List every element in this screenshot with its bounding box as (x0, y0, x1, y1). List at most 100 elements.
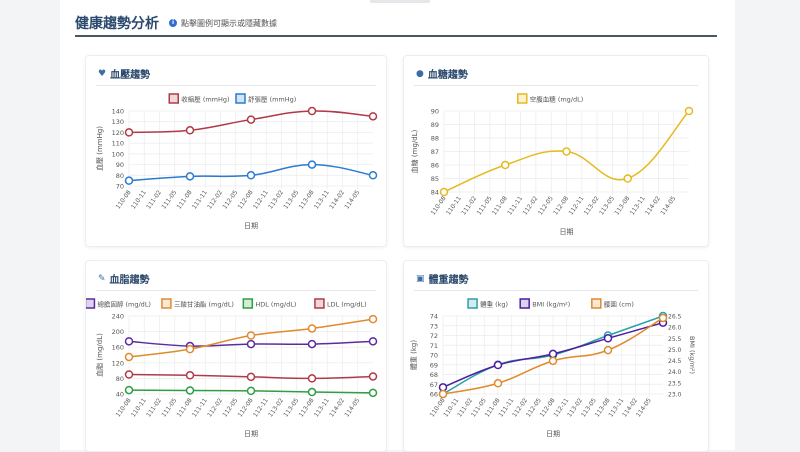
y-tick-label: 120 (112, 359, 124, 367)
legend-swatch (517, 93, 528, 104)
top-tab-indicator (370, 0, 430, 3)
header-divider (75, 35, 717, 37)
data-point (124, 128, 134, 137)
data-point (246, 339, 256, 349)
page-title: 健康趨勢分析 (75, 16, 159, 32)
legend-swatch (519, 298, 530, 309)
data-point (439, 187, 449, 197)
x-tick-label: 114-05 (343, 397, 361, 419)
data-point (124, 337, 134, 346)
data-point (368, 112, 378, 121)
y-tick-label: 240 (112, 313, 124, 321)
data-point (368, 388, 378, 398)
card-title: ♥ 血壓趨勢 (98, 66, 150, 82)
weight-chart: 66676869707172737423.023.524.024.525.025… (409, 298, 696, 438)
data-point (548, 349, 558, 359)
blood-lipid-chart: 4080120160200240110-08110-11111-02111-05… (86, 298, 378, 438)
y-tick-label: 90 (431, 108, 439, 116)
card-title-text: 血脂趨勢 (109, 275, 150, 286)
data-point (368, 314, 378, 324)
card-title: ▣ 體重趨勢 (416, 271, 469, 287)
legend-label: HDL (mg/dL) (255, 301, 296, 309)
legend-label: 總膽固醇 (mg/dL) (97, 300, 151, 309)
y-tick-label: 71 (430, 342, 438, 350)
legend-hint: i 點擊圖例可顯示或隱藏數據 (169, 18, 277, 29)
y2-tick-label: 23.0 (668, 392, 682, 399)
legend-label: 體重 (kg) (480, 300, 508, 309)
y-tick-label: 80 (116, 375, 124, 383)
y-tick-label: 89 (431, 121, 439, 129)
legend-label: LDL (mg/dL) (327, 301, 367, 309)
data-point (684, 106, 694, 116)
y-tick-label: 69 (430, 361, 438, 369)
section-header: 健康趨勢分析 i 點擊圖例可顯示或隱藏數據 (75, 13, 277, 33)
y-tick-label: 67 (430, 381, 438, 389)
data-point (246, 386, 256, 396)
y-tick-label: 88 (431, 135, 439, 143)
legend-label: 空腹血糖 (mg/dL) (530, 95, 584, 104)
data-point (493, 379, 503, 388)
y-tick-label: 130 (112, 118, 124, 126)
data-point (246, 115, 256, 124)
card-divider (414, 85, 698, 86)
data-point (438, 389, 448, 399)
data-point (307, 160, 317, 169)
y-tick-label: 40 (116, 391, 124, 399)
y-tick-label: 70 (116, 183, 124, 191)
data-point (185, 344, 195, 354)
data-point (368, 372, 378, 381)
y-tick-label: 110 (112, 140, 124, 148)
x-tick-label: 114-05 (659, 195, 677, 217)
y-tick-label: 72 (430, 332, 438, 340)
droplet-icon: ● (416, 68, 424, 79)
data-point (246, 331, 256, 340)
data-point (501, 160, 510, 170)
blood-pressure-card: ♥ 血壓趨勢 70 80 90 100 110 120 130 140 110-08 110-11 1… (85, 55, 387, 247)
y-axis-label: 血壓 (mmHg) (95, 126, 104, 171)
y-tick-label: 74 (430, 313, 438, 321)
data-point (603, 334, 613, 343)
data-point (623, 174, 632, 183)
x-tick-label: 114-05 (343, 189, 361, 211)
y-axis-label: 血脂 (mg/dL) (95, 333, 104, 377)
data-point (307, 324, 317, 333)
weight-card: ▣ 體重趨勢 66 67 68 69 70 71 72 73 74 23.0 23.5 24.0 24.5… (403, 260, 709, 452)
y-tick-label: 84 (431, 189, 439, 197)
y-axis-label: 血糖 (mg/dL) (410, 129, 419, 173)
card-divider (414, 290, 698, 291)
data-point (368, 171, 378, 180)
legend-swatch (467, 298, 478, 309)
card-title-text: 體重趨勢 (428, 275, 469, 286)
y-tick-label: 87 (431, 148, 439, 156)
y-tick-label: 160 (112, 344, 124, 352)
y2-tick-label: 23.5 (668, 380, 682, 387)
data-point (368, 337, 378, 346)
data-point (307, 339, 317, 349)
data-point (246, 372, 256, 382)
y-tick-label: 90 (116, 161, 124, 169)
legend-swatch (86, 298, 96, 309)
y-tick-label: 80 (116, 172, 124, 180)
card-title-text: 血糖趨勢 (427, 70, 468, 81)
data-point (185, 371, 195, 380)
blood-sugar-card: ● 血糖趨勢 84 85 86 87 88 89 90 110-08 110-11 111-02 11… (403, 55, 709, 247)
data-point (124, 385, 134, 395)
legend-swatch (591, 298, 602, 309)
y2-tick-label: 25.0 (668, 347, 682, 354)
blood-lipid-card: ✎ 血脂趨勢 40 80 120 160 200 240 110-08 110-11 111-02… (85, 260, 387, 452)
scale-icon: ▣ (416, 273, 425, 284)
card-title: ✎ 血脂趨勢 (98, 271, 150, 287)
data-point (124, 370, 134, 379)
data-point (493, 360, 503, 370)
y2-tick-label: 24.0 (668, 369, 682, 376)
x-axis-label: 日期 (244, 222, 258, 230)
y2-tick-label: 26.0 (668, 325, 682, 332)
legend-swatch (161, 298, 172, 309)
legend-label: 舒張壓 (mmHg) (248, 95, 296, 104)
data-point (548, 356, 558, 366)
legend-label: BMI (kg/m²) (532, 301, 570, 309)
y-tick-label: 86 (431, 162, 439, 170)
y-axis-label: 體重 (kg) (409, 340, 418, 370)
y2-axis-label: BMI (kg/m²) (688, 336, 696, 374)
legend-label: 收縮壓 (mmHg) (181, 95, 229, 104)
